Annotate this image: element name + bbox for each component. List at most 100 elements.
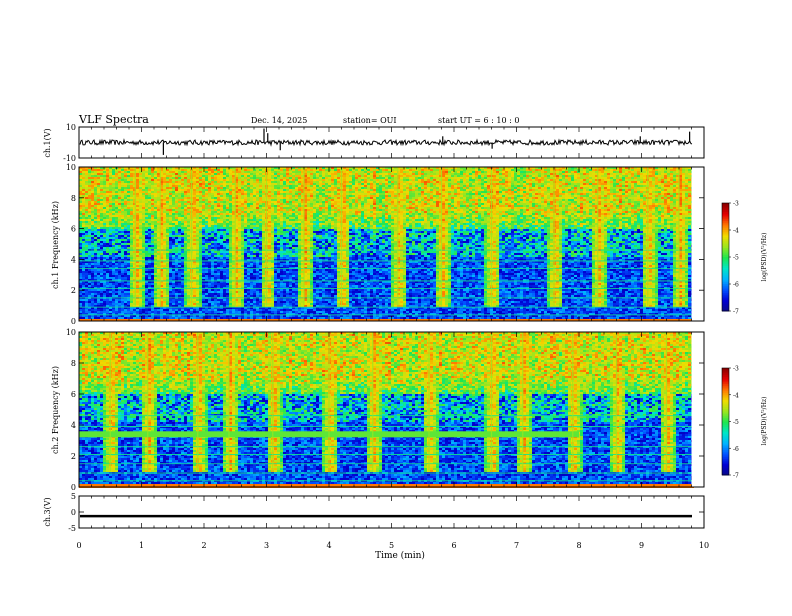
ch1-spectrogram-cell [121, 309, 124, 311]
ch1-spectrogram-cell [118, 169, 121, 171]
ch1-spectrogram-cell [112, 299, 115, 301]
ch1-spectrogram-cell [124, 263, 127, 265]
ch1-spectrogram-cell [85, 215, 88, 217]
ch1-spectrogram-cell [91, 247, 94, 249]
ch1-spectrogram-cell [88, 203, 91, 205]
ch1-spectrogram-cell [85, 273, 88, 275]
ch1-spectrogram-cell [100, 301, 103, 303]
ch1-spectrogram-cell [109, 305, 112, 307]
ch1-spectrogram-cell [106, 271, 109, 273]
ch1-spectrogram-cell [106, 189, 109, 191]
ch1-spectrogram-cell [115, 201, 118, 203]
ch1-spectrogram-cell [124, 235, 127, 237]
ch1-spectrogram-cell [85, 185, 88, 187]
ch1-spectrogram-cell [112, 317, 115, 319]
ch1-spectrogram-cell [118, 171, 121, 173]
ch1-spectrogram-cell [124, 211, 127, 213]
ch1-spectrogram-cell [91, 211, 94, 213]
ch1-spectrogram-cell [121, 243, 124, 245]
ch1-spectrogram-cell [121, 311, 124, 313]
ch1-spectrogram-cell [103, 231, 106, 233]
ch1-spectrogram-cell [82, 209, 85, 211]
ch1-spectrogram-cell [118, 233, 121, 235]
ch1-spectrogram-cell [124, 223, 127, 225]
ch1-spectrogram-cell [106, 179, 109, 181]
ch1-spectrogram-cell [82, 169, 85, 171]
ch1-spectrogram-cell [115, 263, 118, 265]
ch1-spectrogram-cell [121, 221, 124, 223]
ch1-spectrogram-cell [109, 173, 112, 175]
ch1-spectrogram-cell [127, 309, 130, 311]
ch1-spectrogram-cell [103, 235, 106, 237]
ch1-spectrogram-cell [82, 193, 85, 195]
ch1-spectrogram-cell [109, 253, 112, 255]
ch1-spectrogram-cell [121, 191, 124, 193]
ch1-spectrogram-cell [112, 309, 115, 311]
ch1-spectrogram-cell [112, 207, 115, 209]
ch1-spectrogram-cell [103, 305, 106, 307]
ch1-spectrogram-cell [85, 169, 88, 171]
ch1-spectrogram-cell [124, 317, 127, 319]
ch1-spectrogram-cell [97, 289, 100, 291]
ch1-spectrogram-cell [127, 227, 130, 229]
ch1-spectrogram-cell [91, 189, 94, 191]
ch1-spectrogram-cell [100, 315, 103, 317]
ch1-spectrogram-cell [100, 207, 103, 209]
ch1-spectrogram-cell [124, 255, 127, 257]
ch1-spectrogram-cell [100, 269, 103, 271]
ch1-spectrogram-cell [88, 255, 91, 257]
ch1-spectrogram-cell [109, 177, 112, 179]
ch1-spectrogram-cell [109, 285, 112, 287]
ch1-spectrogram-cell [124, 253, 127, 255]
ch1-spectrogram-cell [109, 247, 112, 249]
ch1-spectrogram-cell [94, 185, 97, 187]
ch1-spectrogram-cell [103, 201, 106, 203]
ch1-spectrogram-cell [88, 277, 91, 279]
ch1-spectrogram-cell [121, 271, 124, 273]
ch1-spectrogram-cell [112, 301, 115, 303]
ch1-spectrogram-cell [118, 183, 121, 185]
ch1-spectrogram-cell [88, 239, 91, 241]
ch1-spectrogram-cell [112, 275, 115, 277]
ch1-spectrogram-cell [112, 197, 115, 199]
ch1-spectrogram-cell [100, 197, 103, 199]
ch1-spectrogram-cell [91, 277, 94, 279]
ch1-spectrogram-cell [100, 257, 103, 259]
ch1-spectrogram-cell [115, 251, 118, 253]
ch1-spectrogram-cell [127, 225, 130, 227]
ch1-spectrogram-cell [100, 175, 103, 177]
ch1-spectrogram-cell [112, 203, 115, 205]
ch1-spectrogram-cell [100, 179, 103, 181]
ch1-spectrogram-cell [97, 277, 100, 279]
ch1-spectrogram-cell [85, 239, 88, 241]
ch1-spectrogram-cell [100, 173, 103, 175]
ch1-spectrogram-cell [100, 309, 103, 311]
ch1-spectrogram-cell [94, 189, 97, 191]
ch1-spectrogram-cell [85, 231, 88, 233]
ch1-spectrogram-cell [100, 285, 103, 287]
ch1-spectrogram-cell [124, 229, 127, 231]
ch1-spectrogram-cell [124, 239, 127, 241]
ch1-spectrogram-cell [127, 169, 130, 171]
ch1-spectrogram-cell [121, 317, 124, 319]
ch1-spectrogram-cell [127, 283, 130, 285]
ch1-spectrogram-cell [115, 273, 118, 275]
ch1-spectrogram-cell [121, 299, 124, 301]
ch1-spectrogram-cell [85, 225, 88, 227]
ch1-spectrogram-cell [88, 211, 91, 213]
ch1-spectrogram-cell [118, 283, 121, 285]
ch1-spectrogram-cell [100, 205, 103, 207]
ch1-spectrogram-cell [97, 241, 100, 243]
ch1-spectrogram-cell [97, 251, 100, 253]
ch1-spectrogram-cell [121, 215, 124, 217]
ch1-spectrogram-cell [127, 215, 130, 217]
ch1-spectrogram-cell [97, 309, 100, 311]
ch1-spectrogram-cell [109, 205, 112, 207]
ch1-spectrogram-cell [94, 223, 97, 225]
ch1-spectrogram-cell [115, 195, 118, 197]
ch1-spectrogram-cell [106, 251, 109, 253]
ch1-spectrogram-cell [121, 265, 124, 267]
ch1-spectrogram-cell [109, 289, 112, 291]
ch1-spectrogram-cell [106, 255, 109, 257]
date-label: Dec. 14, 2025 [251, 116, 307, 125]
